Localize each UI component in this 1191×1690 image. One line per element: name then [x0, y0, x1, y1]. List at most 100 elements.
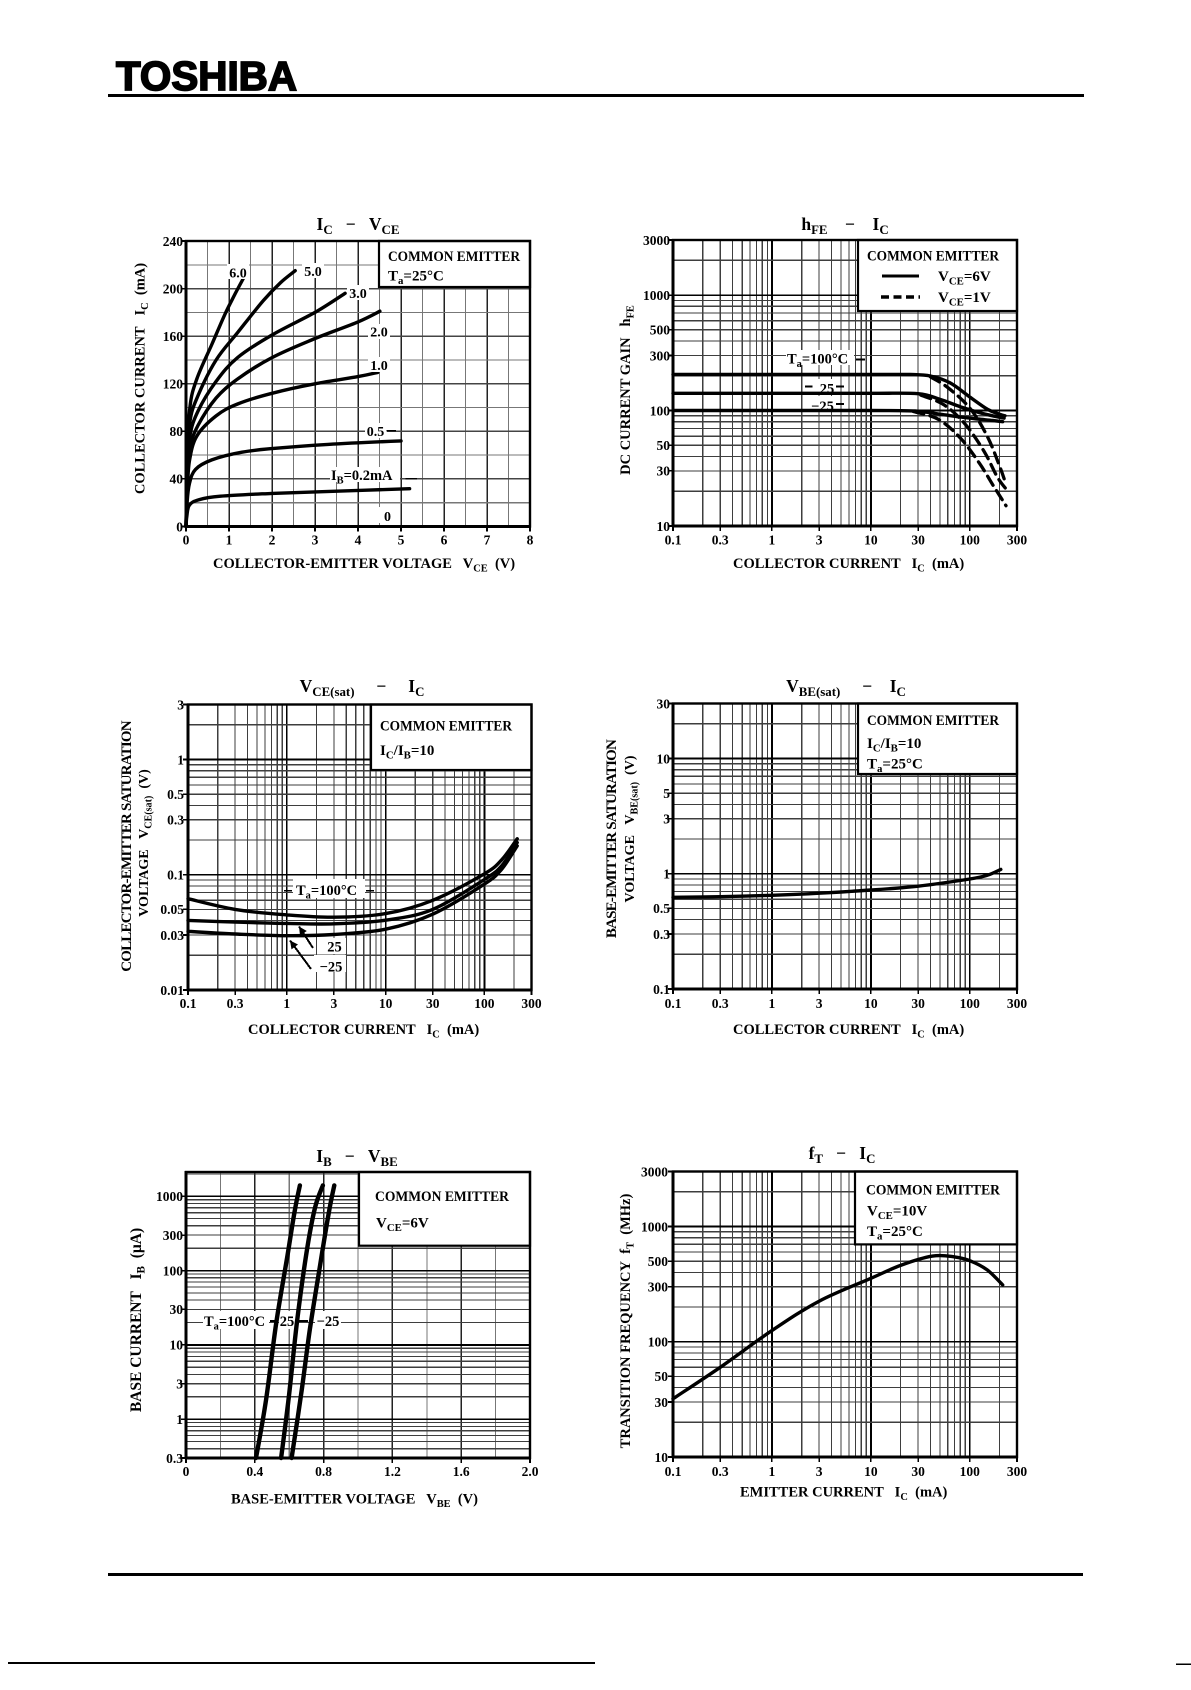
svg-text:300: 300: [1007, 533, 1028, 548]
svg-text:VCE=10V: VCE=10V: [867, 1204, 927, 1223]
svg-text:1.2: 1.2: [384, 1464, 401, 1479]
svg-text:6.0: 6.0: [229, 267, 247, 282]
svg-text:Ta=25°C: Ta=25°C: [867, 1224, 923, 1243]
svg-text:30: 30: [911, 533, 925, 548]
svg-text:DC CURRENT GAIN hFE: DC CURRENT GAIN hFE: [618, 305, 637, 475]
svg-text:0.01: 0.01: [160, 983, 184, 998]
svg-text:30: 30: [911, 1464, 925, 1479]
svg-text:100: 100: [960, 1464, 981, 1479]
svg-text:IC/IB=10: IC/IB=10: [380, 743, 434, 762]
svg-text:VCE=6V: VCE=6V: [376, 1216, 429, 1235]
svg-text:VOLTAGE VBE(sat) (V): VOLTAGE VBE(sat) (V): [623, 755, 641, 902]
svg-text:1.0: 1.0: [370, 359, 388, 374]
svg-text:1: 1: [769, 996, 776, 1011]
svg-text:10: 10: [864, 1464, 878, 1479]
svg-text:100: 100: [960, 996, 981, 1011]
svg-text:30: 30: [911, 996, 925, 1011]
svg-text:3: 3: [816, 533, 823, 548]
svg-text:500: 500: [648, 1254, 669, 1269]
svg-text:COMMON EMITTER: COMMON EMITTER: [380, 719, 512, 735]
svg-text:4: 4: [355, 533, 362, 548]
svg-text:80: 80: [170, 424, 184, 439]
svg-text:COMMON EMITTER: COMMON EMITTER: [388, 249, 520, 265]
svg-text:5: 5: [398, 533, 405, 548]
svg-text:1: 1: [769, 1464, 776, 1479]
svg-text:COLLECTOR CURRENT IC (mA): COLLECTOR CURRENT IC (mA): [733, 556, 964, 575]
svg-text:300: 300: [521, 996, 542, 1011]
svg-text:160: 160: [163, 329, 184, 344]
svg-text:COMMON EMITTER: COMMON EMITTER: [867, 713, 999, 729]
svg-text:COLLECTOR-EMITTER SATURATION: COLLECTOR-EMITTER SATURATION: [119, 720, 135, 972]
svg-text:0.5: 0.5: [367, 425, 385, 440]
svg-text:IB=0.2mA: IB=0.2mA: [331, 468, 393, 487]
svg-text:COMMON EMITTER: COMMON EMITTER: [867, 249, 999, 265]
svg-text:COLLECTOR CURRENT IC (mA): COLLECTOR CURRENT IC (mA): [733, 1022, 964, 1041]
svg-text:Ta=25°C: Ta=25°C: [388, 269, 444, 288]
svg-text:0.3: 0.3: [712, 1464, 729, 1479]
svg-text:3: 3: [312, 533, 319, 548]
svg-text:10: 10: [657, 751, 671, 766]
svg-text:1: 1: [176, 1412, 183, 1427]
svg-text:6: 6: [441, 533, 448, 548]
svg-text:5.0: 5.0: [304, 265, 322, 280]
svg-text:−25: −25: [317, 1314, 340, 1330]
svg-text:0.1: 0.1: [167, 868, 184, 883]
svg-text:10: 10: [657, 519, 671, 534]
svg-text:VCE=6V: VCE=6V: [938, 269, 991, 288]
svg-text:50: 50: [657, 438, 671, 453]
svg-text:0.1: 0.1: [653, 982, 670, 997]
svg-text:30: 30: [170, 1302, 184, 1317]
svg-text:COLLECTOR CURRENT IC (mA): COLLECTOR CURRENT IC (mA): [248, 1022, 479, 1041]
svg-text:3: 3: [177, 697, 184, 712]
svg-text:100: 100: [163, 1263, 184, 1278]
svg-text:IC − VCE: IC − VCE: [317, 214, 400, 237]
svg-text:120: 120: [163, 377, 184, 392]
svg-text:3: 3: [176, 1377, 183, 1392]
svg-text:0: 0: [183, 1464, 190, 1479]
svg-text:300: 300: [648, 1280, 669, 1295]
svg-text:0.3: 0.3: [166, 1451, 183, 1466]
svg-text:10: 10: [864, 533, 878, 548]
svg-text:10: 10: [864, 996, 878, 1011]
svg-text:0.3: 0.3: [712, 533, 729, 548]
svg-text:Ta=25°C: Ta=25°C: [867, 757, 923, 776]
svg-text:COMMON EMITTER: COMMON EMITTER: [866, 1183, 1000, 1199]
svg-text:COLLECTOR-EMITTER VOLTAGE VC: COLLECTOR-EMITTER VOLTAGE VCE (V): [213, 556, 515, 575]
svg-text:0: 0: [176, 519, 183, 534]
svg-text:VOLTAGE VCE(sat) (V): VOLTAGE VCE(sat) (V): [137, 769, 155, 917]
svg-text:0.8: 0.8: [315, 1464, 332, 1479]
svg-text:0: 0: [384, 510, 391, 525]
svg-text:COLLECTOR CURRENT IC (mA): COLLECTOR CURRENT IC (mA): [133, 263, 152, 494]
svg-text:0.1: 0.1: [665, 533, 682, 548]
svg-text:3: 3: [663, 812, 670, 827]
svg-text:30: 30: [657, 696, 671, 711]
svg-text:Ta=100°C: Ta=100°C: [204, 1314, 265, 1333]
svg-text:COMMON EMITTER: COMMON EMITTER: [375, 1189, 509, 1205]
svg-text:300: 300: [163, 1228, 184, 1243]
svg-text:3: 3: [331, 996, 338, 1011]
svg-text:TOSHIBA: TOSHIBA: [116, 53, 297, 99]
svg-text:3000: 3000: [643, 233, 670, 248]
svg-text:BASE-EMITTER VOLTAGE VBE (V: BASE-EMITTER VOLTAGE VBE (V): [231, 1492, 478, 1511]
svg-text:Ta=100°C: Ta=100°C: [296, 883, 357, 902]
svg-text:100: 100: [650, 403, 671, 418]
svg-text:1: 1: [769, 533, 776, 548]
svg-text:3: 3: [816, 1464, 823, 1479]
svg-text:100: 100: [648, 1335, 669, 1350]
svg-text:30: 30: [657, 464, 671, 479]
svg-text:0.3: 0.3: [712, 996, 729, 1011]
svg-text:2.0: 2.0: [522, 1464, 539, 1479]
svg-text:0.3: 0.3: [167, 813, 184, 828]
svg-text:100: 100: [474, 996, 495, 1011]
svg-text:IC/IB=10: IC/IB=10: [867, 736, 921, 755]
svg-text:VBE(sat) − IC: VBE(sat) − IC: [786, 676, 906, 699]
svg-text:1000: 1000: [641, 1219, 668, 1234]
svg-text:1000: 1000: [156, 1189, 183, 1204]
svg-text:25: 25: [280, 1314, 295, 1330]
svg-text:1000: 1000: [643, 288, 670, 303]
svg-text:8: 8: [527, 533, 534, 548]
svg-text:3: 3: [816, 996, 823, 1011]
svg-text:40: 40: [170, 472, 184, 487]
svg-text:0.05: 0.05: [160, 902, 184, 917]
svg-text:TRANSITION FREQUENCY fT (MHz: TRANSITION FREQUENCY fT (MHz): [618, 1194, 637, 1449]
